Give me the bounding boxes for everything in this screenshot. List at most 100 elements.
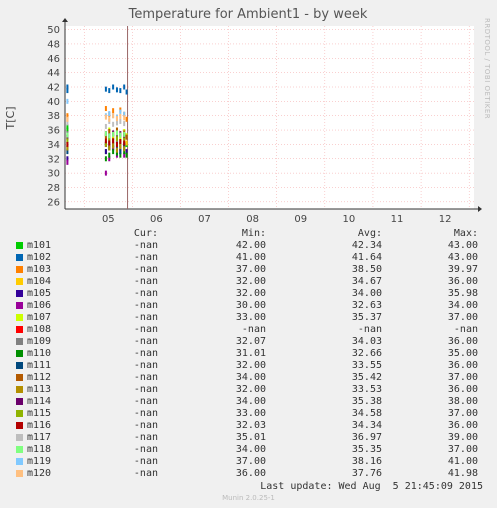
legend-avg-value: 35.38 (351, 396, 382, 407)
legend-min-value: 33.00 (235, 408, 266, 419)
data-point-m119 (119, 109, 122, 115)
data-point-m120 (108, 116, 111, 122)
legend-row-m106: m106 -nan 30.00 32.63 34.00 (0, 300, 497, 312)
legend-row-m115: m115 -nan 33.00 34.58 37.00 (0, 408, 497, 420)
data-point-m115 (115, 136, 118, 142)
data-point-m118 (123, 131, 126, 137)
legend-row-m101: m101 -nan 42.00 42.34 43.00 (0, 240, 497, 252)
data-point-m103 (125, 116, 128, 122)
plot-area (65, 26, 474, 209)
data-point-m120 (119, 113, 122, 119)
y-axis-arrow (62, 18, 68, 22)
legend-avg-value: 35.42 (351, 372, 382, 383)
legend-row-m108: m108 -nan -nan -nan -nan (0, 324, 497, 336)
data-point-m113 (119, 144, 122, 150)
x-axis-arrow (478, 206, 482, 212)
legend-series-name: m101 (27, 240, 52, 251)
data-point-m116 (66, 141, 69, 147)
legend-series-name: m107 (27, 312, 52, 323)
legend-min-value: 34.00 (235, 396, 266, 407)
legend-series-name: m112 (27, 372, 52, 383)
legend-series-name: m102 (27, 252, 52, 263)
data-point-m102 (66, 88, 69, 94)
legend-swatch (16, 266, 23, 273)
legend-avg-value: 41.64 (351, 252, 382, 263)
legend-table: Cur: Min: Avg: Max: m101 -nan 42.00 42.34 43… (0, 228, 497, 480)
legend-row-m118: m118 -nan 34.00 35.35 37.00 (0, 444, 497, 456)
legend-header-avg: Avg: (357, 228, 382, 239)
legend-cur-value: -nan (133, 336, 158, 347)
legend-min-value: 42.00 (235, 240, 266, 251)
legend-max-value: 37.00 (447, 372, 478, 383)
legend-row-m107: m107 -nan 33.00 35.37 37.00 (0, 312, 497, 324)
legend-cur-value: -nan (133, 252, 158, 263)
x-tick-label: 06 (150, 214, 163, 225)
chart-title: Temperature for Ambient1 - by week (128, 7, 368, 22)
legend-min-value: 30.00 (235, 300, 266, 311)
legend-cur-value: -nan (133, 360, 158, 371)
y-tick-label: 26 (47, 197, 60, 208)
data-point-m112 (108, 128, 111, 134)
data-point-m118 (66, 132, 69, 138)
legend-cur-value: -nan (133, 372, 158, 383)
y-tick-label: 42 (47, 83, 60, 94)
legend-avg-value: 35.37 (351, 312, 382, 323)
data-point-m112 (115, 127, 118, 133)
legend-series-name: m117 (27, 432, 52, 443)
legend-series-name: m110 (27, 348, 52, 359)
data-point-m102 (115, 87, 118, 93)
data-point-m116 (119, 139, 122, 145)
data-point-m118 (108, 133, 111, 139)
legend-max-value: 34.00 (447, 300, 478, 311)
y-tick-label: 46 (47, 54, 60, 65)
legend-avg-value: 33.55 (351, 360, 382, 371)
legend-row-m110: m110 -nan 31.01 32.66 35.00 (0, 348, 497, 360)
legend-avg-value: 34.67 (351, 276, 382, 287)
data-point-m110 (115, 150, 118, 156)
legend-swatch (16, 242, 23, 249)
data-point-m118 (119, 132, 122, 138)
legend-swatch (16, 338, 23, 345)
data-point-m113 (66, 145, 69, 151)
data-point-m111 (66, 149, 69, 155)
last-update-text: Last update: Wed Aug 5 21:45:09 2015 (260, 481, 483, 492)
legend-cur-value: -nan (133, 348, 158, 359)
legend-max-value: 36.00 (447, 384, 478, 395)
legend-header-max: Max: (453, 228, 478, 239)
legend-row-m102: m102 -nan 41.00 41.64 43.00 (0, 252, 497, 264)
y-tick-label: 34 (47, 140, 60, 151)
data-point-m116 (115, 141, 118, 147)
legend-series-name: m106 (27, 300, 52, 311)
legend-max-value: 36.00 (447, 420, 478, 431)
legend-series-name: m115 (27, 408, 52, 419)
data-point-m116 (108, 140, 111, 146)
data-point-m120 (112, 113, 115, 119)
data-point-m117 (123, 121, 126, 127)
legend-series-name: m113 (27, 384, 52, 395)
legend-cur-value: -nan (133, 300, 158, 311)
data-point-m116 (104, 138, 107, 144)
legend-max-value: 36.00 (447, 276, 478, 287)
data-point-m119 (66, 98, 69, 104)
data-point-m117 (66, 120, 69, 126)
legend-avg-value: 32.63 (351, 300, 382, 311)
data-point-m106 (123, 152, 126, 158)
legend-row-m120: m120 -nan 36.00 37.76 41.98 (0, 468, 497, 480)
data-point-m117 (104, 123, 107, 129)
munin-version-text: Munin 2.0.25-1 (222, 494, 275, 502)
x-tick-label: 12 (439, 214, 452, 225)
data-point-m102 (112, 84, 115, 90)
data-point-m103 (112, 108, 115, 114)
data-point-m117 (112, 121, 115, 127)
legend-cur-value: -nan (133, 288, 158, 299)
data-point-m105 (104, 149, 107, 155)
y-tick-label: 28 (47, 183, 60, 194)
legend-cur-value: -nan (133, 456, 158, 467)
data-point-m101 (66, 123, 69, 129)
data-point-m110 (119, 152, 122, 158)
legend-swatch (16, 458, 23, 465)
data-point-m113 (115, 147, 118, 153)
legend-cur-value: -nan (133, 396, 158, 407)
legend-series-name: m118 (27, 444, 52, 455)
legend-max-value: 38.00 (447, 396, 478, 407)
